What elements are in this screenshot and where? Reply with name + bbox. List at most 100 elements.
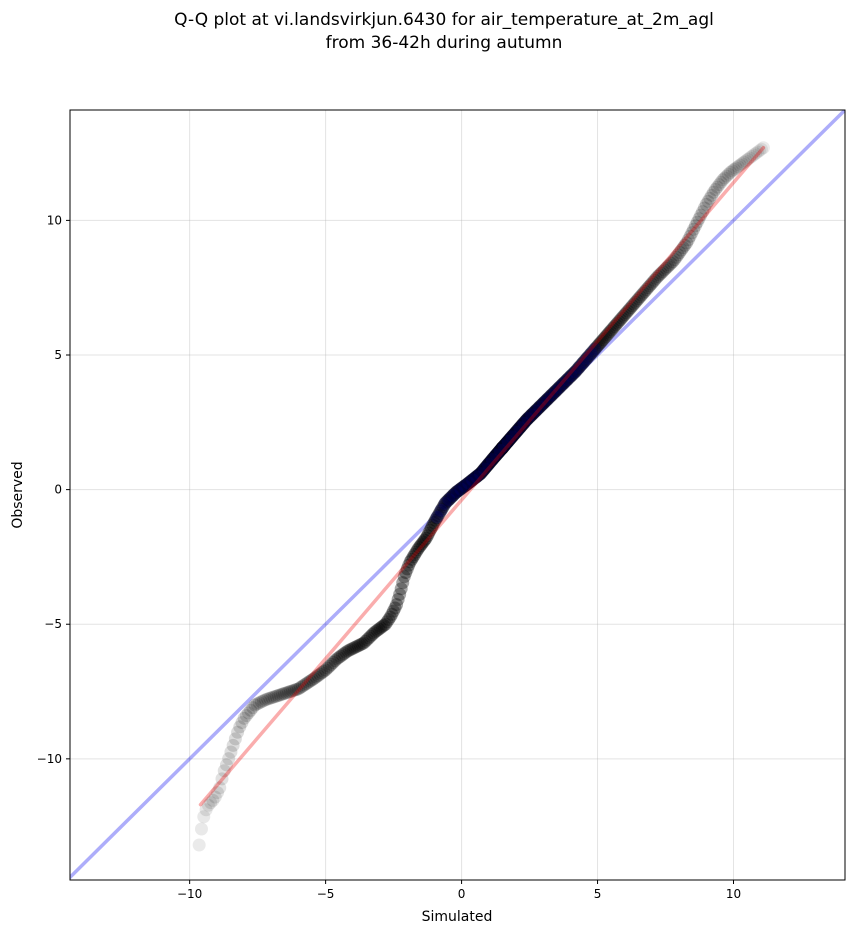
quantile-point (501, 435, 515, 449)
quantile-points (192, 141, 770, 852)
quantile-point (382, 612, 396, 626)
quantile-point (500, 435, 514, 449)
quantile-point (446, 489, 460, 503)
quantile-point (254, 695, 268, 709)
quantile-point (610, 316, 624, 330)
quantile-point (321, 661, 335, 675)
quantile-point (494, 443, 508, 457)
quantile-point (201, 798, 215, 812)
quantile-point (233, 720, 247, 734)
quantile-point (502, 434, 516, 448)
quantile-point (478, 461, 492, 475)
quantile-point (442, 492, 456, 506)
quantile-point (643, 279, 657, 293)
quantile-point (285, 684, 299, 698)
quantile-point (565, 368, 579, 382)
quantile-point (330, 652, 344, 666)
quantile-point (224, 745, 238, 759)
quantile-point (380, 615, 394, 629)
quantile-point (509, 425, 523, 439)
quantile-point (632, 292, 646, 306)
quantile-point (328, 654, 342, 668)
quantile-point (649, 271, 663, 285)
quantile-point (540, 393, 554, 407)
quantile-point (348, 640, 362, 654)
central-quantile-point (529, 404, 543, 418)
quantile-point (499, 437, 513, 451)
quantile-point (393, 587, 407, 601)
quantile-point (222, 752, 236, 766)
quantile-point (597, 331, 611, 345)
quantile-point (437, 498, 451, 512)
central-quantile-point (462, 476, 476, 490)
central-quantile-point (477, 462, 491, 476)
quantile-point (585, 345, 599, 359)
quantile-point (579, 353, 593, 367)
central-quantile-point (588, 342, 602, 356)
quantile-point (662, 258, 676, 272)
quantile-point (400, 562, 414, 576)
quantile-point (546, 386, 560, 400)
quantile-point (527, 405, 541, 419)
quantile-point (428, 513, 442, 527)
quantile-point (367, 626, 381, 640)
quantile-point (475, 465, 489, 479)
quantile-point (497, 439, 511, 453)
quantile-point (582, 348, 596, 362)
quantile-point (528, 404, 542, 418)
quantile-point (343, 643, 357, 657)
quantile-point (402, 558, 416, 572)
quantile-point (494, 442, 508, 456)
quantile-point (295, 679, 309, 693)
quantile-point (269, 689, 283, 703)
quantile-point (337, 647, 351, 661)
quantile-point (568, 365, 582, 379)
quantile-point (681, 233, 695, 247)
quantile-point (699, 197, 713, 211)
quantile-point (452, 483, 466, 497)
quantile-point (244, 703, 258, 717)
quantile-point (603, 325, 617, 339)
quantile-point (606, 321, 620, 335)
quantile-point (455, 481, 469, 495)
quantile-point (552, 381, 566, 395)
quantile-point (741, 152, 755, 166)
quantile-point (439, 496, 453, 510)
grid (70, 110, 845, 880)
quantile-point (646, 275, 660, 289)
quantile-point (615, 311, 629, 325)
quantile-point (415, 537, 429, 551)
quantile-point (688, 219, 702, 233)
quantile-point (535, 398, 549, 412)
quantile-point (624, 301, 638, 315)
quantile-point (283, 684, 297, 698)
central-quantile-point (521, 412, 535, 426)
quantile-point (481, 457, 495, 471)
quantile-point (460, 477, 474, 491)
quantile-point (199, 803, 213, 817)
quantile-point (378, 617, 392, 631)
quantile-point (651, 270, 665, 284)
quantile-point (197, 810, 211, 824)
quantile-point (558, 375, 572, 389)
quantile-point (307, 671, 321, 685)
quantile-point (589, 341, 603, 355)
quantile-point (360, 633, 374, 647)
y-tick-label: −5 (44, 617, 62, 631)
quantile-point (567, 366, 581, 380)
quantile-point (275, 687, 289, 701)
quantile-point (701, 194, 715, 208)
quantile-point (355, 637, 369, 651)
quantile-point (554, 379, 568, 393)
quantile-point (344, 642, 358, 656)
quantile-point (346, 641, 360, 655)
quantile-point (591, 339, 605, 353)
quantile-point (506, 429, 520, 443)
quantile-point (208, 790, 222, 804)
central-quantile-point (497, 439, 511, 453)
quantile-point (500, 436, 514, 450)
quantile-point (518, 415, 532, 429)
quantile-point (241, 706, 255, 720)
quantile-point (622, 302, 636, 316)
quantile-point (498, 438, 512, 452)
